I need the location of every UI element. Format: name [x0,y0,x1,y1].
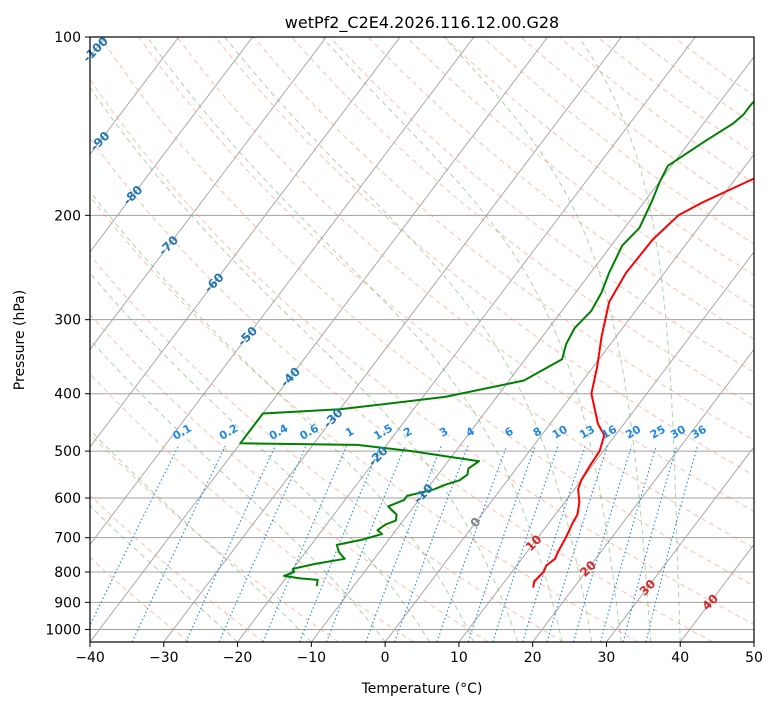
isotherm-gridline [90,37,180,156]
isotherm-gridline [90,37,549,642]
moist-adiabat [90,338,386,642]
y-axis-label: Pressure (hPa) [12,290,28,390]
dewpoint-profile-line [239,99,754,587]
isotherm-gridline [384,153,754,642]
isotherm-gridline [163,37,622,642]
mixing-ratio-line [325,445,406,642]
moist-adiabat [90,272,430,642]
y-tick-label: 700 [54,531,81,547]
x-tick-label: −20 [223,650,253,666]
dry-adiabat [253,37,754,441]
mixing-ratio-line [622,445,678,642]
dry-adiabat [406,37,754,308]
isotherm-gridline [458,251,754,642]
x-tick-label: −10 [297,650,327,666]
y-axis: 100 200 300 400 500 600 700 800 900 1000 [45,30,90,638]
mixing-ratio-line [492,445,559,642]
moist-adiabat [90,429,312,642]
mixing-ratio-line [365,445,442,642]
moist-adiabat [146,37,563,642]
dry-adiabat [176,37,754,512]
dry-adiabat [100,37,754,587]
y-tick-label: 100 [54,30,81,46]
x-tick-label: 30 [598,650,616,666]
dry-adiabat [444,37,754,276]
mixing-ratio-line [436,445,508,642]
x-tick-label: 0 [381,650,390,666]
chart-title: wetPf2_C2E4.2026.116.12.00.G28 [285,13,559,33]
isotherm-gridline [606,446,754,642]
x-tick-label: 50 [745,650,763,666]
profile-lines [239,99,754,588]
mixing-ratio-line [394,445,469,642]
y-tick-label: 300 [54,313,81,329]
isotherm-gridline [90,37,475,546]
x-tick-label: 10 [450,650,468,666]
y-tick-label: 200 [54,208,81,224]
mixing-ratio-line [131,445,226,642]
isotherm-gridline [237,37,696,642]
dry-adiabat [90,373,414,642]
y-tick-label: 600 [54,491,81,507]
moist-adiabat [443,37,652,642]
dry-adiabat [90,78,754,625]
plot-area [90,37,754,642]
mixing-ratio-line [90,445,179,627]
isotherm-gridline [90,37,327,351]
mixing-ratio-line [299,445,381,642]
isotherm-gridline [532,348,754,642]
x-tick-label: −30 [149,650,179,666]
isotherm-gridline [90,37,253,253]
y-tick-label: 400 [54,387,81,403]
dry-adiabat [291,37,754,407]
isotherm-gridline [753,641,754,642]
dry-adiabat [558,37,754,184]
dry-adiabat [138,37,754,549]
plot-frame [89,36,755,643]
x-tick-label: 40 [671,650,689,666]
x-axis-label: Temperature (°C) [361,681,483,697]
temperature-profile-line [532,177,754,588]
x-tick-label: −40 [75,650,105,666]
dry-adiabat [214,37,754,477]
isotherm-gridline [90,37,401,448]
dry-adiabat [329,37,754,373]
mixing-ratio-line [645,445,699,642]
y-tick-label: 800 [54,565,81,581]
dry-adiabat [90,195,639,642]
x-axis: −40 −30 −20 −10 0 10 20 30 40 50 [75,642,763,666]
moist-adiabat [578,37,681,642]
y-tick-label: 1000 [45,622,81,638]
background-lines [90,37,754,642]
mixing-ratio-line [467,445,536,642]
moist-adiabat [321,37,622,642]
moist-adiabat [90,190,475,642]
x-tick-label: 20 [524,650,542,666]
y-tick-label: 500 [54,444,81,460]
dry-adiabat [90,137,713,642]
moist-adiabat [90,86,519,642]
y-tick-label: 900 [54,595,81,611]
dry-adiabat [597,37,754,155]
dry-adiabat [367,37,754,340]
